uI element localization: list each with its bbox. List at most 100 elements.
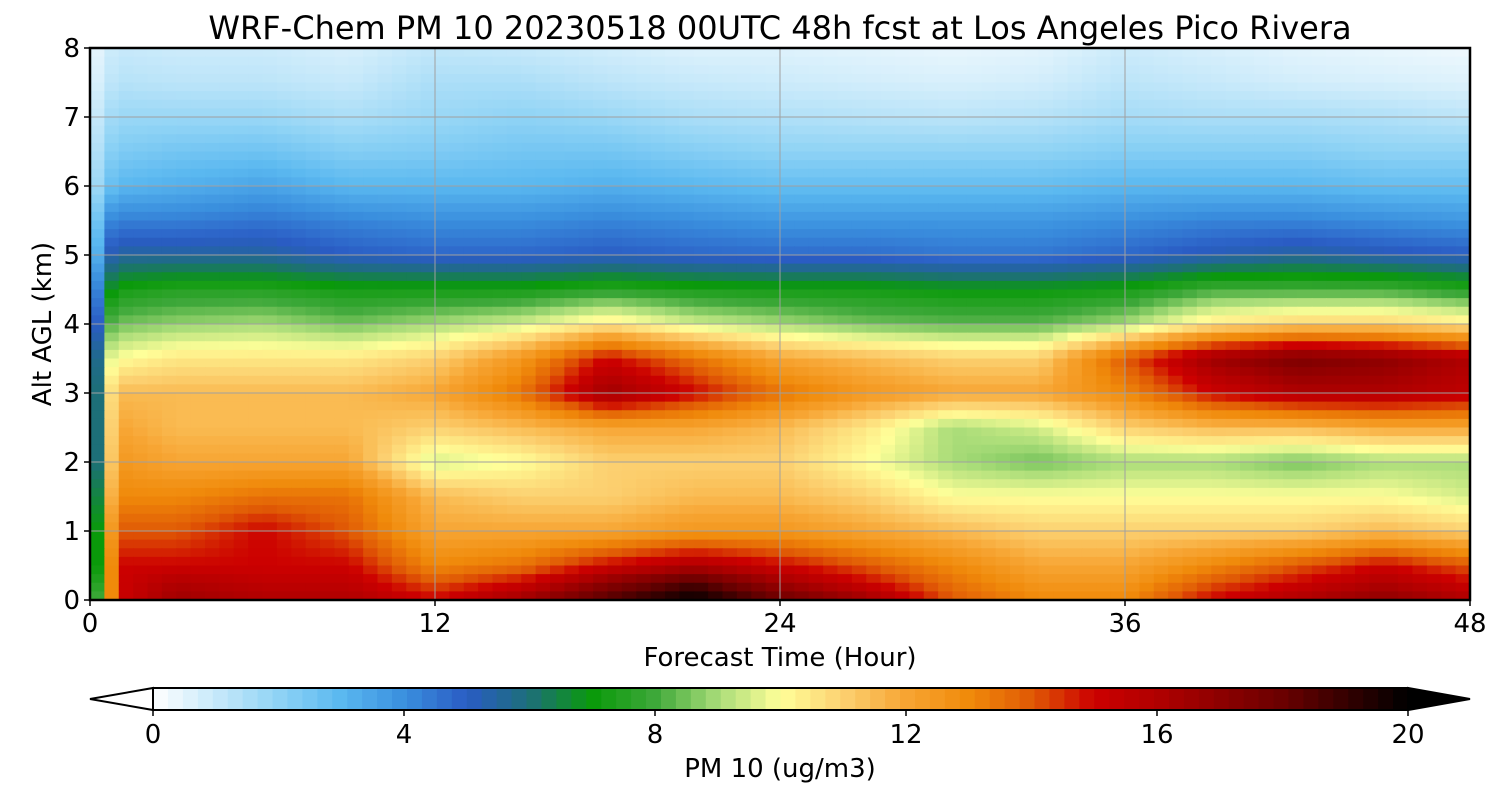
heatmap-cell (1010, 401, 1025, 411)
heatmap-cell (320, 349, 335, 360)
heatmap-cell (722, 82, 738, 92)
heatmap-cell (909, 220, 925, 230)
heatmap-cell (233, 298, 249, 308)
heatmap-cell (823, 56, 839, 66)
heatmap-cell (1096, 427, 1112, 437)
heatmap-cell (1340, 272, 1356, 282)
heatmap-cell (161, 410, 177, 420)
heatmap-cell (492, 280, 508, 291)
heatmap-cell (550, 367, 565, 377)
heatmap-cell (607, 99, 623, 109)
heatmap-cell (1053, 375, 1069, 385)
heatmap-cell (578, 125, 594, 135)
heatmap-cell (693, 462, 709, 472)
heatmap-cell (420, 479, 436, 489)
heatmap-cell (1053, 393, 1069, 403)
heatmap-cell (205, 401, 220, 411)
heatmap-cell (233, 255, 249, 265)
heatmap-cell (550, 289, 565, 299)
heatmap-cell (578, 56, 594, 66)
heatmap-cell (578, 367, 594, 377)
heatmap-cell (1369, 479, 1385, 489)
heatmap-cell (1355, 65, 1370, 75)
heatmap-cell (1441, 237, 1457, 247)
heatmap-cell (262, 306, 278, 316)
heatmap-cell (665, 177, 680, 187)
heatmap-cell (1053, 237, 1069, 247)
heatmap-cell (1254, 237, 1270, 247)
heatmap-cell (550, 341, 565, 351)
heatmap-cell (1196, 263, 1212, 273)
heatmap-cell (1067, 393, 1083, 403)
heatmap-cell (1139, 349, 1155, 360)
heatmap-cell (205, 375, 220, 385)
heatmap-cell (880, 203, 896, 213)
heatmap-cell (1340, 108, 1356, 118)
heatmap-cell (161, 436, 177, 446)
heatmap-cell (176, 73, 192, 84)
heatmap-cell (895, 315, 910, 325)
heatmap-cell (880, 211, 896, 222)
heatmap-cell (463, 289, 479, 299)
heatmap-cell (320, 479, 335, 489)
heatmap-cell (794, 349, 810, 360)
heatmap-cell (751, 117, 767, 127)
heatmap-cell (1010, 177, 1025, 187)
heatmap-cell (952, 470, 968, 480)
heatmap-cell (1182, 117, 1198, 127)
heatmap-cell (320, 289, 335, 299)
heatmap-cell (823, 168, 839, 178)
heatmap-cell (1067, 229, 1083, 239)
heatmap-cell (1283, 255, 1299, 265)
heatmap-cell (449, 410, 465, 420)
heatmap-cell (1196, 134, 1212, 144)
heatmap-cell (621, 289, 637, 299)
heatmap-cell (147, 220, 163, 230)
heatmap-cell (679, 410, 695, 420)
heatmap-cell (966, 358, 982, 368)
heatmap-cell (938, 358, 954, 368)
heatmap-cell (722, 358, 738, 368)
heatmap-cell (1010, 367, 1025, 377)
heatmap-cell (176, 220, 192, 230)
heatmap-cell (866, 306, 882, 316)
heatmap-cell (205, 168, 220, 178)
heatmap-cell (837, 444, 853, 454)
heatmap-cell (133, 298, 149, 308)
heatmap-cell (751, 99, 767, 109)
heatmap-cell (104, 134, 120, 144)
heatmap-cell (1196, 142, 1212, 153)
heatmap-cell (1355, 453, 1370, 463)
heatmap-cell (564, 280, 580, 291)
heatmap-cell (1455, 117, 1471, 127)
heatmap-cell (823, 255, 839, 265)
heatmap-cell (133, 48, 149, 58)
heatmap-cell (866, 177, 882, 187)
heatmap-cell (391, 453, 407, 463)
heatmap-cell (262, 410, 278, 420)
heatmap-cell (650, 151, 666, 161)
heatmap-cell (535, 82, 551, 92)
heatmap-cell (1455, 108, 1471, 118)
heatmap-cell (305, 332, 321, 342)
heatmap-cell (1125, 177, 1140, 187)
heatmap-cell (1110, 487, 1126, 498)
heatmap-cell (176, 289, 192, 299)
heatmap-cell (1426, 160, 1442, 170)
heatmap-cell (1153, 470, 1169, 480)
heatmap-cell (1283, 237, 1299, 247)
heatmap-cell (449, 427, 465, 437)
heatmap-cell (492, 375, 508, 385)
heatmap-cell (248, 462, 264, 472)
heatmap-cell (938, 73, 954, 84)
heatmap-cell (521, 487, 537, 498)
heatmap-cell (593, 125, 609, 135)
heatmap-cell (593, 211, 609, 222)
heatmap-cell (679, 117, 695, 127)
heatmap-cell (492, 82, 508, 92)
heatmap-cell (104, 444, 120, 454)
heatmap-cell (1311, 401, 1327, 411)
heatmap-cell (636, 462, 652, 472)
heatmap-cell (478, 479, 494, 489)
heatmap-cell (104, 427, 120, 437)
